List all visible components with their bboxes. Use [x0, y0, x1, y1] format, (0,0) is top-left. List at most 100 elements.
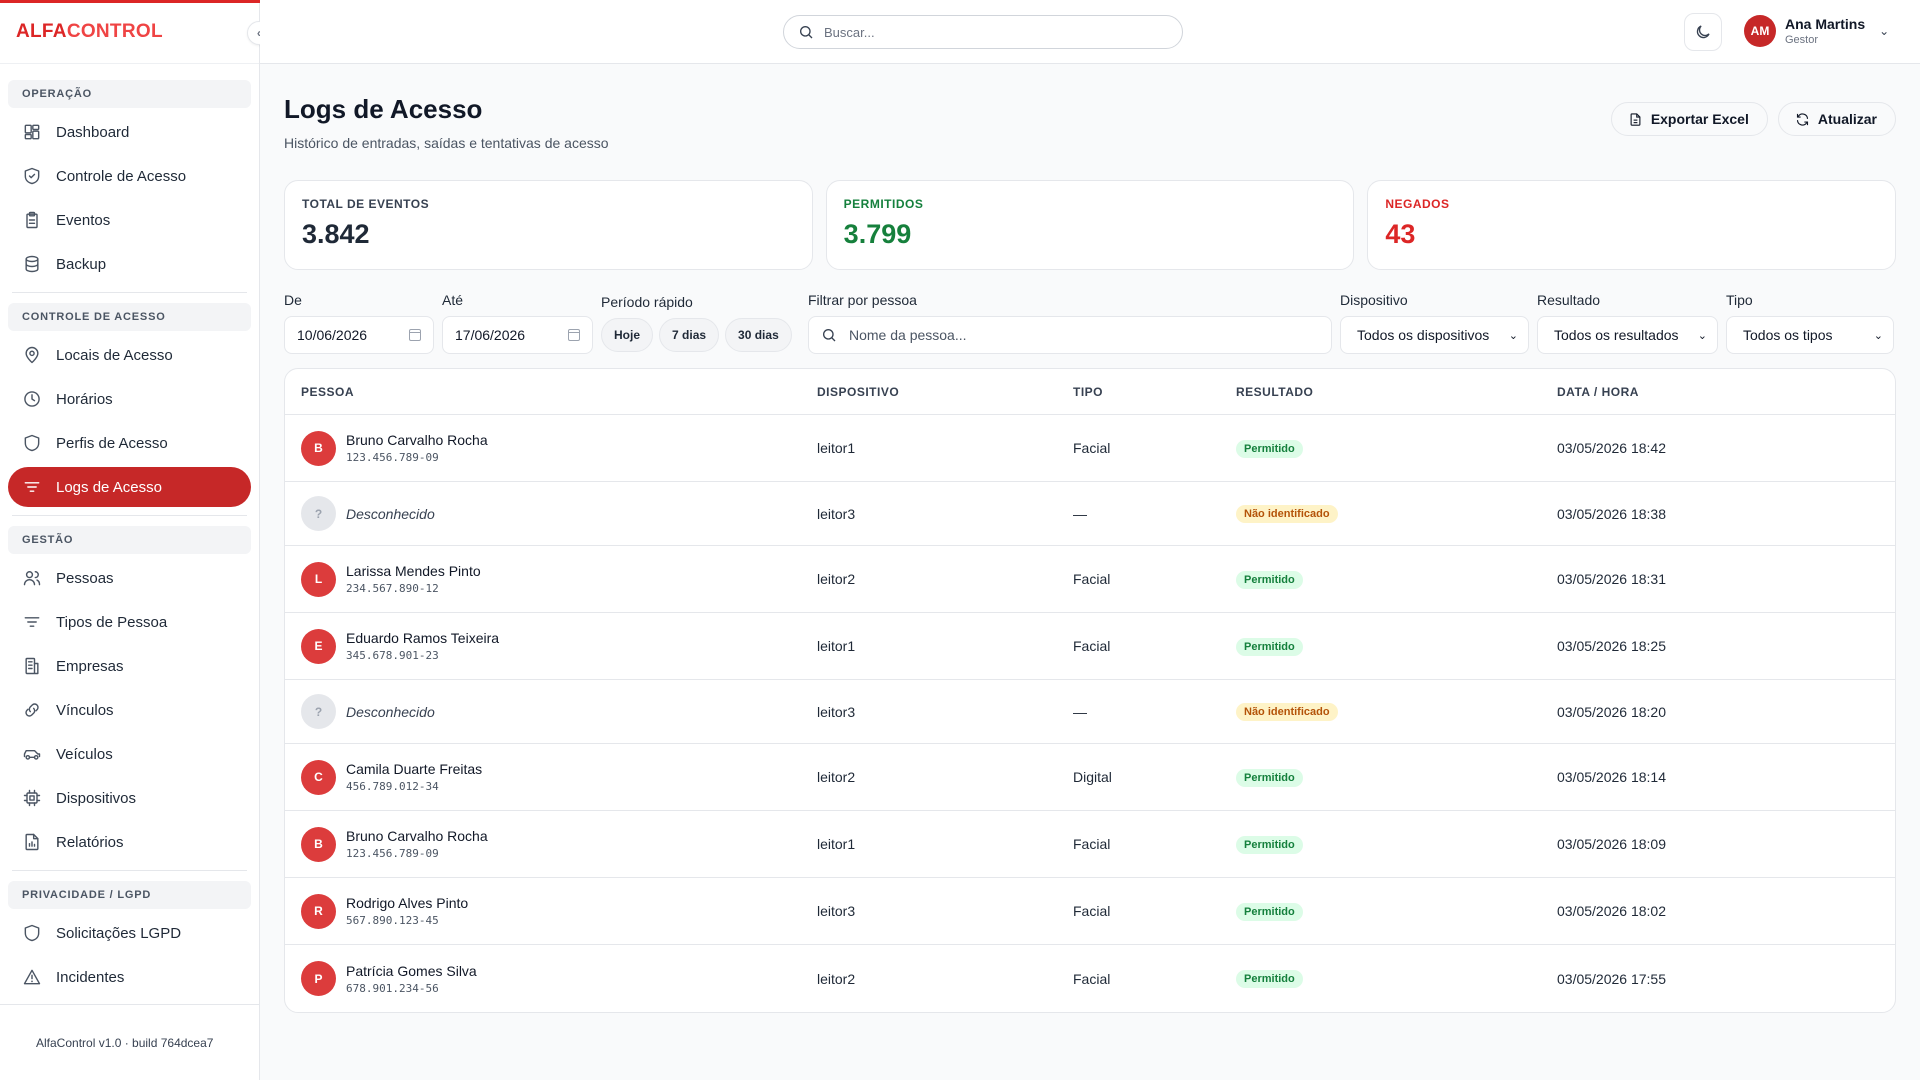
datetime-cell: 03/05/2026 18:02	[1557, 903, 1666, 919]
device-select[interactable]: Todos os dispositivos ⌄	[1340, 316, 1529, 354]
sidebar-item-perfis-de-acesso[interactable]: Perfis de Acesso	[8, 423, 251, 463]
table-row[interactable]: R Rodrigo Alves Pinto 567.890.123-45 lei…	[285, 878, 1895, 945]
type-cell: —	[1073, 703, 1087, 720]
stat-card-bad: NEGADOS 43	[1367, 180, 1897, 270]
sidebar-item-relatorios[interactable]: Relatórios	[8, 822, 251, 862]
quick-today-button[interactable]: Hoje	[601, 318, 654, 352]
export-excel-button[interactable]: Exportar Excel	[1610, 102, 1768, 136]
sidebar-item-label: Perfis de Acesso	[56, 434, 168, 452]
device-cell: leitor2	[817, 769, 856, 785]
topbar: AM Ana Martins Gestor ⌄	[260, 0, 1920, 64]
datetime-cell: 03/05/2026 18:42	[1557, 440, 1666, 456]
datetime-cell: 03/05/2026 18:09	[1557, 836, 1666, 852]
sidebar-item-label: Horários	[56, 390, 113, 408]
device-cell: leitor3	[817, 505, 856, 522]
sidebar-section-title: OPERAÇÃO	[8, 80, 251, 108]
sidebar-item-tipos-de-pessoa[interactable]: Tipos de Pessoa	[8, 602, 251, 642]
sidebar-item-label: Incidentes	[56, 968, 125, 986]
result-filter-label: Resultado	[1537, 292, 1601, 308]
shield-icon	[24, 434, 40, 452]
status-badge: Permitido	[1236, 970, 1303, 988]
avatar: ?	[301, 694, 336, 729]
result-select[interactable]: Todos os resultados ⌄	[1537, 316, 1718, 354]
status-badge: Permitido	[1236, 570, 1303, 589]
sidebar-item-horarios[interactable]: Horários	[8, 379, 251, 419]
table-row[interactable]: C Camila Duarte Freitas 456.789.012-34 l…	[285, 744, 1895, 811]
sidebar-item-label: Tipos de Pessoa	[56, 613, 168, 631]
stat-label: NEGADOS	[1385, 197, 1450, 211]
table-row[interactable]: ? Desconhecido leitor3 — Não identificad…	[285, 680, 1895, 744]
person-document: 567.890.123-45	[346, 914, 439, 927]
column-header-datetime[interactable]: DATA / HORA	[1557, 384, 1639, 399]
sidebar-item-empresas[interactable]: Empresas	[8, 646, 251, 686]
status-badge: Permitido	[1236, 835, 1303, 854]
sidebar-item-vinculos[interactable]: Vínculos	[8, 690, 251, 730]
sidebar-item-eventos[interactable]: Eventos	[8, 200, 251, 240]
avatar: ?	[301, 496, 336, 531]
refresh-button[interactable]: Atualizar	[1777, 102, 1896, 136]
person-name: Desconhecido	[346, 703, 435, 720]
version-info: AlfaControl v1.0 · build 764dcea7	[0, 1004, 259, 1080]
sidebar-item-label: Veículos	[56, 745, 113, 763]
alert-triangle-icon	[23, 969, 41, 985]
column-header-type[interactable]: TIPO	[1073, 384, 1104, 399]
sidebar-item-solicitacoes-lgpd[interactable]: Solicitações LGPD	[8, 913, 251, 953]
brand-logo[interactable]: ALFA CONTROL ‹	[0, 0, 271, 64]
sidebar-item-logs-de-acesso[interactable]: Logs de Acesso	[8, 467, 251, 507]
type-select[interactable]: Todos os tipos ⌄	[1726, 316, 1894, 354]
table-row[interactable]: B Bruno Carvalho Rocha 123.456.789-09 le…	[285, 811, 1895, 878]
calendar-icon	[568, 329, 580, 341]
device-cell: leitor2	[817, 970, 856, 987]
avatar: B	[301, 826, 336, 862]
sidebar-item-dashboard[interactable]: Dashboard	[8, 112, 251, 152]
sidebar-item-label: Dispositivos	[56, 789, 137, 807]
sidebar-item-label: Logs de Acesso	[56, 478, 162, 496]
column-header-person[interactable]: PESSOA	[301, 384, 355, 399]
report-icon	[25, 833, 39, 851]
status-badge: Permitido	[1236, 439, 1303, 458]
column-header-result[interactable]: RESULTADO	[1236, 384, 1314, 399]
to-date-input[interactable]: 17/06/2026	[442, 316, 593, 354]
table-row[interactable]: L Larissa Mendes Pinto 234.567.890-12 le…	[285, 546, 1895, 613]
sidebar-item-locais-de-acesso[interactable]: Locais de Acesso	[8, 335, 251, 375]
sidebar-item-controle-de-acesso[interactable]: Controle de Acesso	[8, 156, 251, 196]
type-cell: Facial	[1073, 638, 1111, 654]
table-row[interactable]: E Eduardo Ramos Teixeira 345.678.901-23 …	[285, 613, 1895, 680]
type-cell: Digital	[1073, 769, 1112, 785]
shield-icon	[24, 924, 40, 942]
person-filter-input[interactable]	[849, 327, 1319, 343]
sidebar-item-backup[interactable]: Backup	[8, 244, 251, 284]
quick-7days-button[interactable]: 7 dias	[659, 318, 720, 352]
filters-bar: De 10/06/2026 Até 17/06/2026 Período ráp…	[284, 292, 1896, 354]
stat-value: 3.842	[302, 219, 370, 249]
stats-cards: TOTAL DE EVENTOS 3.842 PERMITIDOS 3.799 …	[284, 180, 1897, 270]
sidebar-item-incidentes[interactable]: Incidentes	[8, 957, 251, 997]
filter-icon	[24, 617, 40, 627]
column-header-device[interactable]: DISPOSITIVO	[817, 384, 900, 399]
person-filter[interactable]	[808, 316, 1332, 354]
global-search[interactable]	[783, 15, 1183, 49]
table-row[interactable]: B Bruno Carvalho Rocha 123.456.789-09 le…	[285, 415, 1895, 482]
sidebar-item-label: Dashboard	[56, 123, 130, 141]
stat-label: PERMITIDOS	[843, 197, 924, 211]
user-name: Ana Martins	[1785, 16, 1866, 32]
user-menu[interactable]: AM Ana Martins Gestor ⌄	[1744, 15, 1889, 47]
from-date-input[interactable]: 10/06/2026	[284, 316, 434, 354]
sidebar-item-veiculos[interactable]: Veículos	[8, 734, 251, 774]
person-name: Larissa Mendes Pinto	[346, 563, 481, 579]
person-name: Desconhecido	[346, 505, 435, 522]
sidebar-section-title: PRIVACIDADE / LGPD	[8, 881, 251, 909]
stat-value: 43	[1385, 219, 1416, 249]
theme-toggle-button[interactable]	[1684, 13, 1722, 51]
sidebar-item-pessoas[interactable]: Pessoas	[8, 558, 251, 598]
sidebar-item-dispositivos[interactable]: Dispositivos	[8, 778, 251, 818]
chip-icon	[23, 789, 41, 807]
datetime-cell: 03/05/2026 18:25	[1557, 638, 1666, 654]
avatar: E	[301, 628, 336, 664]
datetime-cell: 03/05/2026 17:55	[1557, 970, 1666, 987]
quick-30days-button[interactable]: 30 dias	[725, 318, 792, 352]
table-row[interactable]: ? Desconhecido leitor3 — Não identificad…	[285, 482, 1895, 546]
table-row[interactable]: P Patrícia Gomes Silva 678.901.234-56 le…	[285, 945, 1895, 1012]
search-input[interactable]	[824, 24, 1124, 40]
chevron-down-icon: ⌄	[1873, 329, 1883, 342]
